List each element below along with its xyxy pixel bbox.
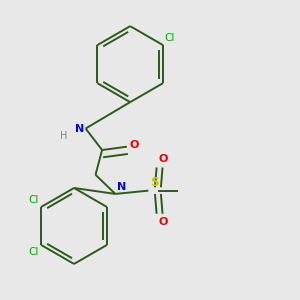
Text: Cl: Cl bbox=[165, 34, 175, 44]
Text: O: O bbox=[158, 154, 168, 164]
Text: S: S bbox=[150, 176, 159, 189]
Text: Cl: Cl bbox=[28, 247, 38, 256]
Text: O: O bbox=[130, 140, 139, 150]
Text: H: H bbox=[60, 131, 68, 141]
Text: N: N bbox=[117, 182, 126, 192]
Text: Cl: Cl bbox=[28, 195, 38, 205]
Text: N: N bbox=[75, 124, 84, 134]
Text: O: O bbox=[158, 217, 168, 227]
